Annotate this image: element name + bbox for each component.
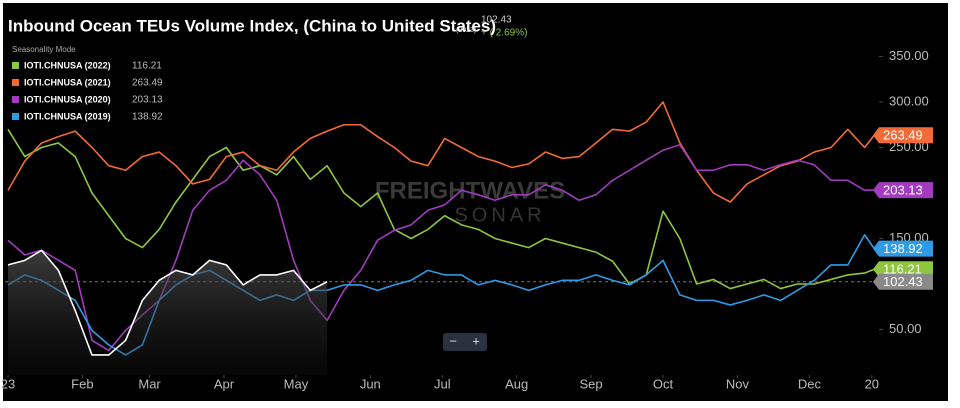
value-tag <box>873 273 933 290</box>
zoom-out[interactable]: − <box>449 333 457 348</box>
legend-swatch <box>12 62 19 69</box>
legend-swatch <box>12 79 19 86</box>
x-tick-label: Nov <box>726 376 750 391</box>
chart-title: Inbound Ocean TEUs Volume Index, (China … <box>8 16 496 35</box>
series-line <box>7 128 875 290</box>
x-tick-label: Dec <box>798 376 822 391</box>
value-tag <box>873 127 933 144</box>
mode-label: Seasonality Mode <box>12 45 76 54</box>
value-tag <box>873 240 933 257</box>
legend: IOTI.CHNUSA (2022) 116.21 IOTI.CHNUSA (202… <box>12 60 163 123</box>
x-tick-label: Jun <box>360 376 381 391</box>
legend-value: 263.49 <box>132 78 163 89</box>
title-tag: (2023) <box>456 27 476 34</box>
legend-label: IOTI.CHNUSA (2020) <box>24 94 111 104</box>
value-tag-label: 203.13 <box>883 183 923 198</box>
change: + ( 2.69%) <box>481 28 527 39</box>
area <box>8 250 328 375</box>
x-tick-label: 23 <box>1 376 15 391</box>
legend-swatch <box>12 96 19 103</box>
x-tick-label: Jul <box>434 376 451 391</box>
value-tag <box>873 261 933 278</box>
legend-label: IOTI.CHNUSA (2022) <box>24 60 111 70</box>
value-tag-label: 116.21 <box>883 262 922 277</box>
value-tag-label: 138.92 <box>883 241 923 256</box>
x-tick-label: Apr <box>214 376 235 391</box>
legend-value: 138.92 <box>132 112 163 123</box>
x-tick-label: Aug <box>505 376 528 391</box>
zoom-in[interactable]: + <box>472 333 480 348</box>
x-tick-label: May <box>284 376 309 391</box>
legend-swatch <box>12 113 19 120</box>
legend-value: 203.13 <box>132 95 163 106</box>
current-value: 102.43 <box>481 15 512 26</box>
y-tick-label: 300.00 <box>889 93 929 108</box>
series-line <box>7 249 328 356</box>
legend-label: IOTI.CHNUSA (2019) <box>24 111 111 121</box>
x-tick-label: Oct <box>653 376 674 391</box>
y-tick-label: 50.00 <box>889 321 922 336</box>
legend-value: 116.21 <box>132 61 162 72</box>
x-tick-label: Mar <box>138 376 161 391</box>
watermark: FREIGHTWAVES <box>375 177 565 204</box>
series-line <box>7 101 875 203</box>
value-tag <box>873 182 933 199</box>
y-tick-label: 350.00 <box>889 48 929 63</box>
value-tag-label: 263.49 <box>883 128 923 143</box>
legend-label: IOTI.CHNUSA (2021) <box>24 77 111 87</box>
value-tag-label: 102.43 <box>883 274 923 289</box>
zoom-panel <box>443 333 487 351</box>
watermark: SONAR <box>454 204 545 226</box>
x-tick-label: 20 <box>865 376 879 391</box>
x-tick-label: Sep <box>579 376 602 391</box>
x-tick-label: Feb <box>71 376 93 391</box>
